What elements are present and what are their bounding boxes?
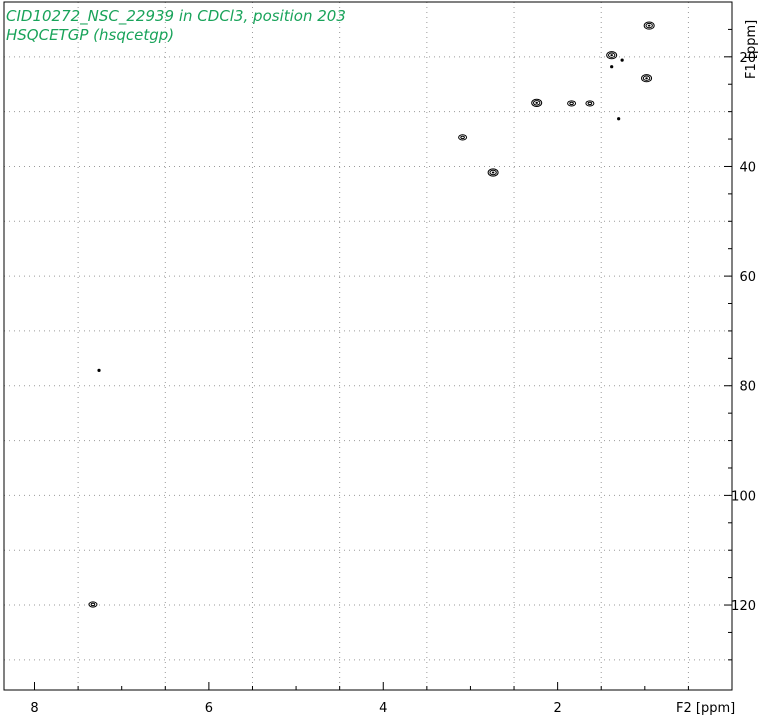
grid-lines bbox=[4, 1, 732, 690]
peak bbox=[97, 368, 101, 372]
y-tick-label: 80 bbox=[739, 380, 756, 395]
x-tick-label: 8 bbox=[30, 701, 38, 716]
peak-contour-mid bbox=[90, 602, 96, 607]
plot-frame bbox=[3, 1, 733, 691]
peak-contour-outer bbox=[88, 601, 98, 608]
peak-contour-core bbox=[535, 101, 539, 104]
y-tick-label: 120 bbox=[731, 599, 756, 614]
peak-contour-core bbox=[610, 54, 613, 57]
experiment-subtitle: HSQCETGP (hsqcetgp) bbox=[6, 26, 174, 44]
peak-contour-mid bbox=[645, 22, 653, 29]
peak-contour-core bbox=[617, 117, 621, 121]
peak-contour-mid bbox=[607, 52, 616, 58]
peak-contour-core bbox=[647, 24, 651, 27]
peak bbox=[617, 117, 621, 121]
peak-contour-core bbox=[491, 171, 495, 174]
peak bbox=[610, 65, 614, 69]
y-tick-label: 40 bbox=[739, 160, 756, 175]
peak-contour-core bbox=[97, 368, 101, 372]
peak bbox=[643, 21, 655, 30]
peak-contour-mid bbox=[533, 100, 541, 106]
peak-contour-outer bbox=[487, 168, 499, 177]
peak-contour-outer bbox=[567, 100, 577, 107]
peak bbox=[487, 168, 499, 177]
peak-contour-outer bbox=[606, 51, 618, 60]
peak-contour-outer bbox=[641, 74, 653, 83]
peak bbox=[567, 100, 577, 107]
axis-ticks: 8 6 4 2 20 40 60 80 100 120 bbox=[30, 51, 756, 716]
peak-group bbox=[88, 21, 655, 608]
x-tick-label: 4 bbox=[379, 701, 387, 716]
peak-contour-mid bbox=[642, 75, 651, 81]
spectrum-title: CID10272_NSC_22939 in CDCl3, position 20… bbox=[6, 7, 346, 26]
peak-contour-outer bbox=[643, 21, 655, 30]
peak bbox=[458, 134, 468, 141]
x-axis-title: F2 [ppm] bbox=[676, 701, 735, 716]
y-tick-label: 100 bbox=[731, 489, 756, 504]
x-tick-label: 6 bbox=[205, 701, 213, 716]
minor-ticks bbox=[34, 28, 732, 690]
y-tick-label: 60 bbox=[739, 270, 756, 285]
peak bbox=[620, 58, 624, 62]
x-tick-label: 2 bbox=[553, 701, 561, 716]
y-tick-label: 20 bbox=[739, 51, 756, 66]
peak-contour-outer bbox=[458, 134, 468, 141]
peak-contour-mid bbox=[489, 169, 497, 176]
peak-contour-core bbox=[610, 65, 614, 69]
peak-contour-core bbox=[645, 77, 648, 80]
peak-contour-mid bbox=[460, 135, 465, 140]
y-axis-title: F1 [ppm] bbox=[744, 20, 759, 79]
peak-contour-core bbox=[620, 58, 624, 62]
peak-contour-outer bbox=[531, 98, 543, 107]
peak bbox=[585, 100, 595, 107]
peak bbox=[606, 51, 618, 60]
peak-contour-mid bbox=[569, 101, 574, 106]
peak bbox=[531, 98, 543, 107]
peak bbox=[88, 601, 98, 608]
peak-contour-mid bbox=[587, 101, 593, 106]
peak bbox=[641, 74, 653, 83]
peak-contour-outer bbox=[585, 100, 595, 107]
